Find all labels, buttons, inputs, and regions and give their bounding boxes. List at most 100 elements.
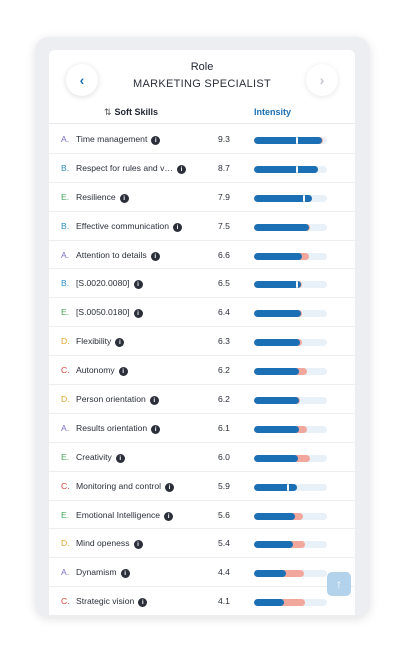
intensity-bar (254, 252, 327, 260)
skill-row[interactable]: E. Creativity i 6.0 (49, 443, 355, 472)
skill-row[interactable]: D. Person orientation i 6.2 (49, 385, 355, 414)
skill-row[interactable]: A. Results orientation i 6.1 (49, 414, 355, 443)
skill-category: C. (61, 480, 70, 491)
skill-name-cell: Resilience i (76, 192, 129, 203)
skill-name-cell: Autonomy i (76, 365, 128, 377)
info-icon[interactable]: i (172, 222, 182, 232)
skill-category: B. (61, 220, 70, 231)
skill-category: E. (61, 451, 70, 462)
info-icon[interactable]: i (120, 569, 130, 579)
skill-score: 6.0 (218, 451, 230, 462)
info-icon[interactable]: i (119, 193, 129, 203)
info-icon[interactable]: i (176, 164, 186, 174)
skill-row[interactable]: A. Dynamism i 4.4 (49, 558, 355, 588)
skill-score: 6.4 (218, 307, 230, 318)
skill-row[interactable]: D. Mind openess i 5.4 (49, 529, 355, 559)
skill-category: A. (61, 567, 70, 578)
intensity-bar (254, 541, 327, 549)
arrow-up-icon: ↑ (336, 577, 342, 591)
info-icon[interactable]: i (133, 309, 143, 319)
skill-name-cell: Monitoring and control i (76, 480, 175, 492)
intensity-value-fill (254, 454, 298, 462)
skill-name: Resilience (76, 191, 116, 202)
intensity-value-fill (254, 397, 300, 405)
chevron-right-icon: › (319, 72, 325, 88)
table-header: ⇅ Soft Skills Intensity (49, 100, 355, 124)
skill-row[interactable]: A. Attention to details i 6.6 (49, 241, 355, 270)
info-icon[interactable]: i (164, 511, 174, 521)
info-icon[interactable]: i (138, 598, 148, 608)
soft-skills-column-header[interactable]: ⇅ Soft Skills (104, 107, 158, 118)
skill-score: 6.2 (218, 394, 230, 405)
skill-name: Monitoring and control (76, 480, 162, 491)
intensity-value-fill (254, 339, 300, 347)
info-icon[interactable]: i (115, 338, 125, 348)
skill-name: Strategic vision (76, 596, 135, 607)
skill-score: 4.4 (218, 567, 230, 578)
intensity-value-fill (254, 425, 299, 433)
intensity-marker (302, 194, 305, 202)
skill-name-cell: Dynamism i (76, 567, 130, 579)
intensity-value-fill (254, 599, 284, 607)
skill-row[interactable]: B. Effective communication i 7.5 (49, 212, 355, 241)
sort-icon[interactable]: ⇅ (104, 107, 112, 117)
role-label: Role (190, 61, 214, 73)
skill-row[interactable]: D. Flexibility i 6.3 (49, 327, 355, 357)
skill-row[interactable]: B. Respect for rules and v… i 8.7 (49, 154, 355, 183)
skill-row[interactable]: E. Resilience i 7.9 (49, 183, 355, 212)
skill-name: Attention to details (76, 249, 147, 260)
skill-name: Emotional Intelligence (76, 509, 161, 520)
intensity-bar (254, 339, 327, 347)
info-icon[interactable]: i (115, 453, 125, 463)
intensity-marker (296, 165, 299, 173)
skill-category: B. (61, 162, 70, 173)
skill-row[interactable]: A. Time management i 9.3 (49, 125, 355, 154)
skill-row[interactable]: C. Autonomy i 6.2 (49, 356, 355, 386)
skill-score: 5.4 (218, 538, 230, 549)
intensity-bar (254, 368, 327, 376)
intensity-value-fill (254, 483, 298, 491)
scroll-to-top-button[interactable]: ↑ (327, 572, 351, 596)
skill-row[interactable]: E. [S.0050.0180] i 6.4 (49, 298, 355, 328)
info-icon[interactable]: i (118, 367, 128, 377)
skill-row[interactable]: C. Monitoring and control i 5.9 (49, 472, 355, 501)
info-icon[interactable]: i (150, 251, 160, 261)
skill-name-cell: Time management i (76, 134, 161, 145)
intensity-bar (254, 397, 327, 405)
skill-row[interactable]: C. Strategic vision i 4.1 (49, 587, 355, 615)
skill-name-cell: Results orientation i (76, 423, 161, 434)
intensity-bar (254, 599, 327, 607)
previous-role-button[interactable]: ‹ (66, 64, 98, 96)
skill-category: C. (61, 365, 70, 376)
intensity-bar (254, 425, 327, 433)
soft-skills-label: Soft Skills (114, 107, 159, 117)
info-icon[interactable]: i (149, 396, 159, 406)
intensity-bar (254, 454, 327, 462)
skill-category: E. (61, 307, 70, 318)
skill-name: Respect for rules and v… (76, 162, 173, 173)
skill-name-cell: [S.0050.0180] i (76, 307, 143, 319)
intensity-value-fill (254, 281, 302, 289)
next-role-button[interactable]: › (306, 64, 338, 96)
skill-score: 6.6 (218, 249, 230, 260)
skill-score: 4.1 (218, 596, 230, 607)
intensity-marker (296, 137, 299, 144)
skill-row[interactable]: E. Emotional Intelligence i 5.6 (49, 501, 355, 530)
info-icon[interactable]: i (133, 280, 143, 290)
intensity-bar (254, 223, 327, 231)
intensity-value-fill (254, 194, 312, 202)
skill-category: E. (61, 191, 70, 202)
intensity-column-header[interactable]: Intensity (254, 107, 292, 117)
skill-name-cell: Attention to details i (76, 250, 160, 261)
info-icon[interactable]: i (151, 136, 161, 145)
skill-row[interactable]: B. [S.0020.0080] i 6.5 (49, 269, 355, 299)
info-icon[interactable]: i (133, 540, 143, 550)
skill-name-cell: Person orientation i (76, 394, 159, 406)
skill-category: C. (61, 596, 70, 607)
info-icon[interactable]: i (165, 482, 175, 492)
skill-name-cell: Strategic vision i (76, 596, 148, 608)
skill-category: D. (61, 336, 70, 347)
skill-category: D. (61, 538, 70, 549)
skill-score: 6.1 (218, 422, 230, 433)
info-icon[interactable]: i (151, 424, 161, 434)
